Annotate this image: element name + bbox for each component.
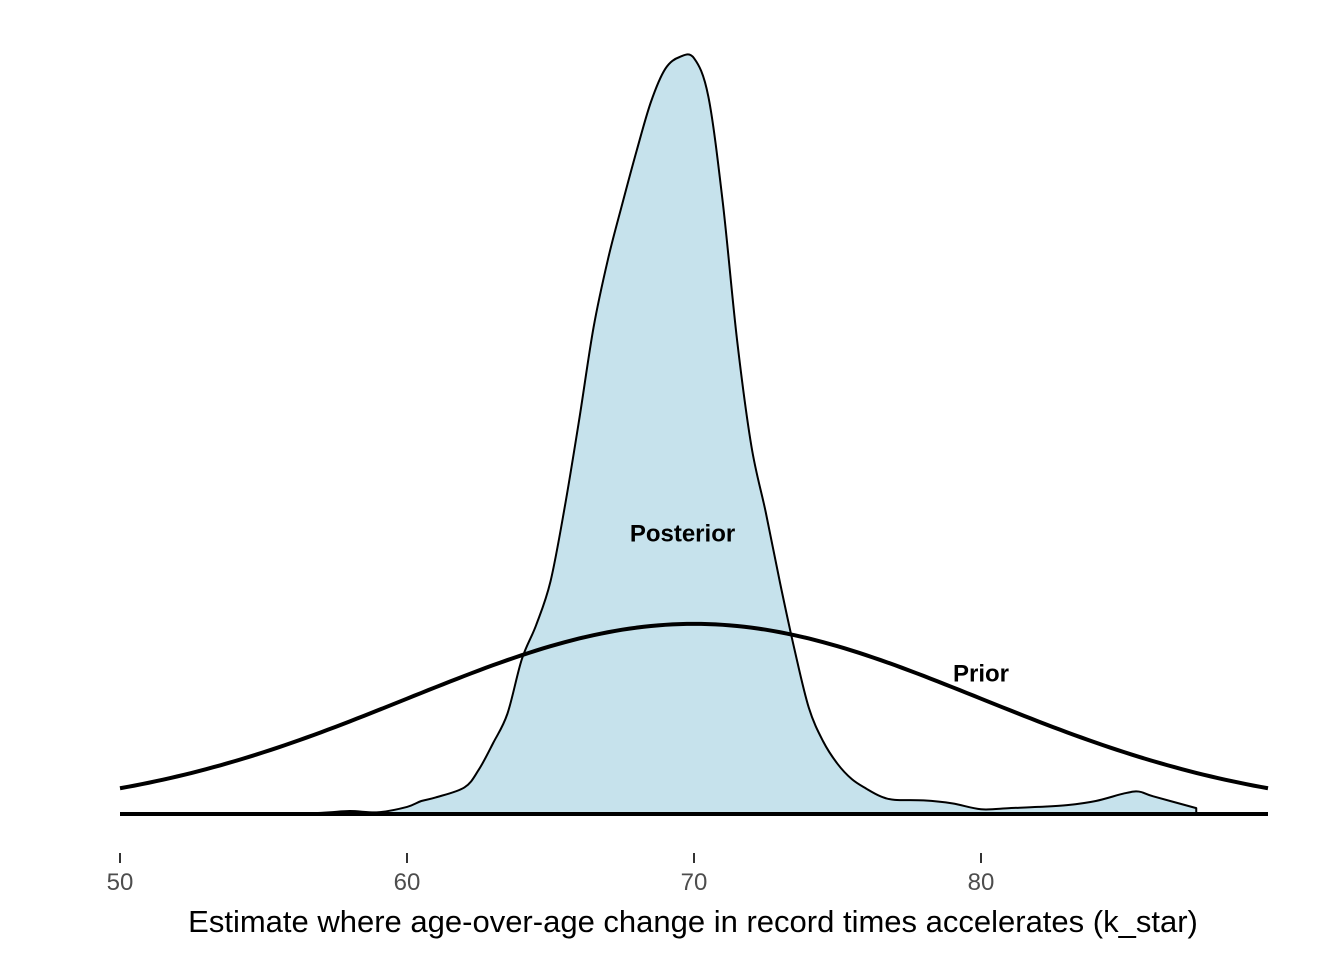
x-tick-label: 70 bbox=[681, 869, 708, 896]
annotation-posterior: Posterior bbox=[630, 521, 735, 548]
x-tick-label: 80 bbox=[968, 869, 995, 896]
x-axis-label: Estimate where age-over-age change in re… bbox=[188, 904, 1198, 939]
x-tick-label: 60 bbox=[394, 869, 421, 896]
annotation-prior: Prior bbox=[953, 660, 1009, 687]
plot-area bbox=[119, 53, 1269, 816]
x-axis: 50 60 70 80 bbox=[107, 853, 995, 896]
annotations: Posterior Prior bbox=[630, 521, 1009, 688]
posterior-density-area bbox=[262, 53, 1198, 815]
x-tick-label: 50 bbox=[107, 869, 134, 896]
prior-density-line bbox=[119, 621, 1269, 791]
